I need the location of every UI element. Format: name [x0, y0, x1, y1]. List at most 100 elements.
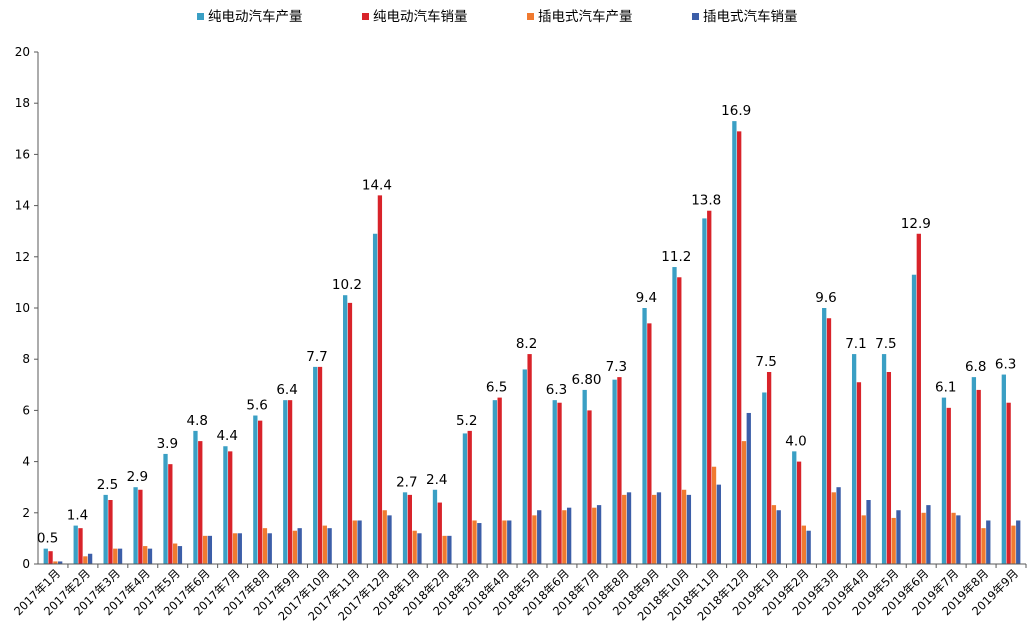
data-label: 8.2 [516, 336, 537, 352]
data-label: 7.5 [875, 336, 896, 352]
data-label: 6.8 [965, 359, 986, 375]
bar-series-1 [343, 295, 348, 564]
data-label: 13.8 [691, 193, 721, 209]
legend-label-4: 插电式汽车销量 [703, 8, 798, 25]
bar-series-1 [822, 308, 827, 564]
data-labels: 0.5 1.4 2.5 2.9 3.9 4.8 4.4 5.6 6.4 7.7 10.2 14.4 2.… [37, 103, 1017, 547]
data-label: 6.5 [486, 380, 507, 396]
bar-series-2 [557, 402, 562, 564]
data-label: 2.5 [97, 477, 118, 493]
bar-series-3 [622, 494, 627, 564]
bar-series-4 [896, 510, 901, 564]
data-label: 4.0 [785, 433, 806, 449]
bar-series-4 [596, 505, 602, 564]
legend-swatch-4 [692, 13, 699, 20]
y-tick-label: 16 [15, 147, 30, 161]
y-tick-label: 18 [15, 96, 30, 110]
bar-series-1 [911, 274, 917, 564]
bar-series-4 [58, 561, 63, 564]
bar-series-2 [138, 489, 143, 564]
bar-series-1 [851, 354, 857, 564]
legend-label-3: 插电式汽车产量 [538, 8, 633, 25]
bar-series-1 [672, 267, 677, 564]
bar-series-1 [881, 354, 887, 564]
bar-series-2 [677, 277, 682, 564]
bar-series-1 [642, 308, 647, 564]
bar-series-4 [626, 492, 632, 564]
bar-series-2 [377, 195, 383, 565]
bar-series-1 [941, 397, 947, 564]
y-tick-label: 20 [15, 45, 30, 59]
bar-series-4 [207, 535, 213, 564]
legend-swatch-3 [527, 13, 534, 20]
bar-series-4 [417, 533, 422, 564]
bar-series-2 [707, 210, 712, 564]
bar-series-4 [986, 520, 991, 564]
data-label: 16.9 [721, 103, 751, 119]
data-label: 2.7 [396, 474, 417, 490]
bar-series-1 [762, 392, 767, 564]
bar-series-2 [467, 430, 472, 564]
legend-label-2: 纯电动汽车销量 [373, 8, 468, 25]
bar-series-2 [796, 461, 802, 564]
bar-series-2 [108, 500, 113, 564]
bar-series-4 [177, 546, 183, 564]
bar-series-3 [532, 515, 537, 564]
bar-series-1 [732, 121, 737, 565]
bar-series-2 [976, 389, 981, 564]
legend-swatch-1 [197, 13, 204, 20]
bar-series-3 [442, 535, 447, 564]
bar-series-2 [766, 372, 772, 564]
data-label: 9.6 [815, 290, 836, 306]
y-tick-label: 12 [15, 250, 30, 264]
data-label: 6.1 [935, 380, 956, 396]
data-label: 5.2 [456, 413, 477, 429]
bar-series-4 [866, 500, 871, 564]
bar-series-1 [103, 494, 108, 564]
bar-series-4 [806, 530, 811, 564]
bar-series-2 [946, 407, 951, 564]
data-label: 7.1 [845, 336, 866, 352]
bar-series-3 [861, 515, 866, 564]
data-label: 6.3 [995, 357, 1016, 373]
bar-series-4 [836, 487, 841, 564]
bar-series-2 [617, 377, 622, 564]
bar-series-3 [831, 492, 836, 564]
y-tick-label: 10 [15, 301, 30, 315]
bar-series-3 [262, 528, 268, 564]
bar-series-4 [566, 507, 572, 564]
bar-series-1 [372, 233, 378, 564]
bar-series-1 [223, 446, 228, 564]
bar-series-3 [741, 441, 747, 564]
y-axis: 0 2 4 6 8 10 12 14 16 18 20 [15, 45, 39, 571]
bar-series-2 [48, 551, 53, 564]
data-label: 3.9 [157, 436, 178, 452]
bar-series-2 [287, 400, 293, 564]
bar-series-3 [562, 510, 567, 564]
bar-series-3 [53, 561, 58, 564]
bar-series-3 [412, 530, 417, 564]
bar-series-4 [746, 412, 751, 564]
bar-series-3 [771, 505, 777, 564]
bar-series-3 [83, 556, 88, 564]
legend-label-1: 纯电动汽车产量 [208, 8, 303, 25]
bar-series-1 [43, 548, 48, 564]
bar-series-3 [232, 533, 238, 564]
bar-series-1 [283, 400, 288, 564]
bar-series-3 [352, 520, 357, 564]
bar-series-2 [737, 131, 742, 565]
bar-series-3 [801, 525, 807, 564]
data-label: 10.2 [332, 277, 362, 293]
bar-series-2 [916, 233, 921, 564]
data-label: 1.4 [67, 508, 88, 524]
bar-series-3 [472, 520, 477, 564]
bar-series-4 [507, 520, 512, 564]
bar-series-3 [981, 528, 986, 564]
bar-series-1 [133, 487, 138, 564]
bar-series-2 [78, 528, 83, 564]
bar-series-4 [357, 520, 362, 564]
bar-series-3 [172, 543, 178, 564]
x-axis: 2017年1月2017年2月2017年3月2017年4月2017年5月2017年… [11, 563, 1027, 623]
